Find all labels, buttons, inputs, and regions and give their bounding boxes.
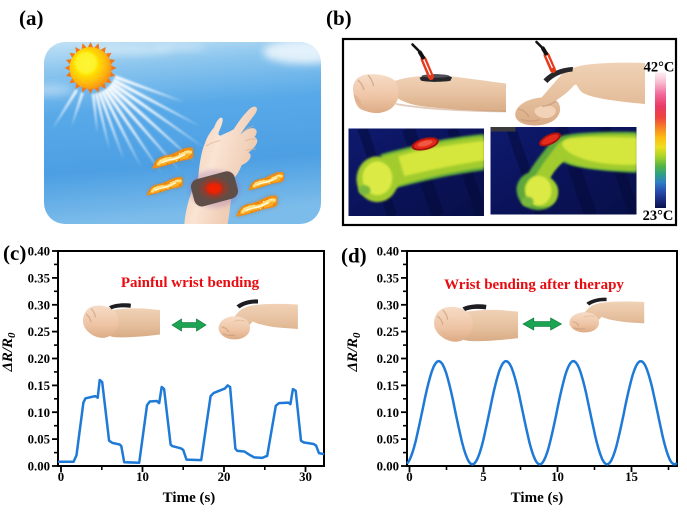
svg-text:Time (s): Time (s) bbox=[511, 490, 564, 506]
svg-text:0.25: 0.25 bbox=[28, 325, 50, 339]
svg-text:0.10: 0.10 bbox=[377, 406, 399, 420]
svg-text:(c): (c) bbox=[3, 241, 26, 265]
svg-text:0.05: 0.05 bbox=[377, 433, 399, 447]
svg-text:10: 10 bbox=[551, 470, 564, 484]
svg-text:Time (s): Time (s) bbox=[163, 490, 216, 506]
svg-text:(a): (a) bbox=[19, 6, 44, 30]
svg-text:0: 0 bbox=[58, 470, 64, 484]
svg-text:ΔR/R0: ΔR/R0 bbox=[0, 332, 18, 373]
svg-text:0.15: 0.15 bbox=[377, 379, 399, 393]
svg-text:0.35: 0.35 bbox=[377, 272, 399, 286]
svg-text:0.30: 0.30 bbox=[28, 298, 50, 312]
svg-text:0.40: 0.40 bbox=[377, 245, 399, 259]
svg-text:0.40: 0.40 bbox=[28, 245, 50, 259]
svg-text:5: 5 bbox=[480, 470, 486, 484]
svg-text:0.10: 0.10 bbox=[28, 406, 50, 420]
svg-text:ΔR/R0: ΔR/R0 bbox=[345, 332, 363, 373]
svg-text:(d): (d) bbox=[341, 244, 367, 268]
svg-text:0.20: 0.20 bbox=[377, 352, 399, 366]
svg-text:0: 0 bbox=[406, 470, 412, 484]
svg-text:10: 10 bbox=[136, 470, 149, 484]
svg-text:42°C: 42°C bbox=[644, 60, 675, 76]
svg-text:0.20: 0.20 bbox=[28, 352, 50, 366]
svg-text:30: 30 bbox=[299, 470, 312, 484]
svg-text:0.25: 0.25 bbox=[377, 325, 399, 339]
svg-text:Painful wrist bending: Painful wrist bending bbox=[121, 275, 260, 291]
svg-text:0.05: 0.05 bbox=[28, 433, 50, 447]
svg-text:20: 20 bbox=[218, 470, 231, 484]
svg-text:15: 15 bbox=[625, 470, 638, 484]
svg-text:0.15: 0.15 bbox=[28, 379, 50, 393]
svg-text:0.30: 0.30 bbox=[377, 298, 399, 312]
svg-text:0.00: 0.00 bbox=[377, 460, 399, 474]
svg-text:0.00: 0.00 bbox=[28, 460, 50, 474]
svg-text:(b): (b) bbox=[326, 6, 352, 30]
svg-text:Wrist bending after therapy: Wrist bending after therapy bbox=[444, 277, 624, 293]
svg-text:0.35: 0.35 bbox=[28, 272, 50, 286]
svg-text:23°C: 23°C bbox=[643, 208, 674, 224]
